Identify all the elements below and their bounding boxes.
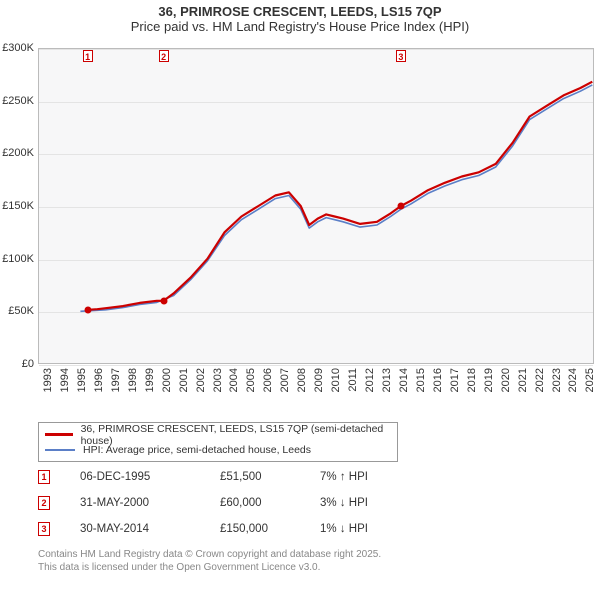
x-axis-label: 2017	[449, 368, 461, 392]
x-axis-label: 2019	[483, 368, 495, 392]
footer-line2: This data is licensed under the Open Gov…	[38, 561, 381, 574]
y-axis-label: £200K	[2, 147, 34, 159]
x-axis-label: 2008	[296, 368, 308, 392]
x-axis-label: 2001	[178, 368, 190, 392]
x-axis-label: 2021	[517, 368, 529, 392]
x-axis-label: 1995	[76, 368, 88, 392]
sale-point	[84, 306, 91, 313]
x-axis-label: 2018	[466, 368, 478, 392]
sale-date: 06-DEC-1995	[80, 471, 220, 483]
sale-date: 31-MAY-2000	[80, 497, 220, 509]
x-axis-label: 2002	[195, 368, 207, 392]
x-axis-label: 1997	[110, 368, 122, 392]
x-axis-label: 2009	[313, 368, 325, 392]
x-axis-label: 2013	[381, 368, 393, 392]
sale-marker: 3	[396, 50, 406, 62]
x-axis-label: 2023	[551, 368, 563, 392]
x-axis-label: 2005	[245, 368, 257, 392]
y-axis-label: £250K	[2, 95, 34, 107]
x-axis-label: 2024	[567, 368, 579, 392]
y-axis-label: £0	[22, 358, 34, 370]
sale-marker: 2	[159, 50, 169, 62]
y-axis-label: £100K	[2, 253, 34, 265]
x-axis-label: 2016	[432, 368, 444, 392]
legend-swatch	[45, 433, 73, 436]
footer: Contains HM Land Registry data © Crown c…	[38, 548, 381, 574]
sale-point	[397, 203, 404, 210]
x-axis-label: 2010	[330, 368, 342, 392]
sale-point	[160, 297, 167, 304]
chart-svg	[38, 48, 594, 364]
legend-item: 36, PRIMROSE CRESCENT, LEEDS, LS15 7QP (…	[45, 427, 391, 442]
series-line	[88, 82, 593, 310]
x-axis-label: 2022	[534, 368, 546, 392]
legend: 36, PRIMROSE CRESCENT, LEEDS, LS15 7QP (…	[38, 422, 398, 462]
title-block: 36, PRIMROSE CRESCENT, LEEDS, LS15 7QP P…	[0, 0, 600, 34]
x-axis-label: 2014	[398, 368, 410, 392]
x-axis-label: 2007	[279, 368, 291, 392]
x-axis-label: 2025	[584, 368, 596, 392]
x-axis-label: 2003	[212, 368, 224, 392]
footer-line1: Contains HM Land Registry data © Crown c…	[38, 548, 381, 561]
sale-row: 1 06-DEC-1995£51,5007% ↑ HPI	[38, 464, 420, 490]
x-axis-label: 2020	[500, 368, 512, 392]
chart-container: 36, PRIMROSE CRESCENT, LEEDS, LS15 7QP P…	[0, 0, 600, 590]
x-axis-label: 2006	[262, 368, 274, 392]
sale-date: 30-MAY-2014	[80, 523, 220, 535]
legend-label: HPI: Average price, semi-detached house,…	[83, 444, 311, 456]
sale-pct: 1% ↓ HPI	[320, 523, 420, 535]
legend-swatch	[45, 449, 75, 451]
sale-marker: 1	[83, 50, 93, 62]
x-axis-label: 2011	[347, 368, 359, 392]
x-axis-label: 2012	[364, 368, 376, 392]
y-axis-label: £50K	[8, 305, 34, 317]
sale-pct: 7% ↑ HPI	[320, 471, 420, 483]
x-axis-label: 1993	[42, 368, 54, 392]
x-axis-label: 1994	[59, 368, 71, 392]
x-axis-label: 2000	[161, 368, 173, 392]
sale-price: £60,000	[220, 497, 320, 509]
y-axis-label: £150K	[2, 200, 34, 212]
sale-price: £150,000	[220, 523, 320, 535]
sale-row: 3 30-MAY-2014£150,0001% ↓ HPI	[38, 516, 420, 542]
title-line2: Price paid vs. HM Land Registry's House …	[0, 19, 600, 34]
series-line	[80, 85, 592, 311]
sale-row: 2 31-MAY-2000£60,0003% ↓ HPI	[38, 490, 420, 516]
sale-row-marker: 1	[38, 470, 50, 484]
x-axis-label: 1999	[144, 368, 156, 392]
sale-row-marker: 3	[38, 522, 50, 536]
y-axis-label: £300K	[2, 42, 34, 54]
x-axis-label: 2004	[228, 368, 240, 392]
gridline-h	[39, 365, 593, 366]
x-axis-label: 2015	[415, 368, 427, 392]
sale-price: £51,500	[220, 471, 320, 483]
sale-row-marker: 2	[38, 496, 50, 510]
sale-pct: 3% ↓ HPI	[320, 497, 420, 509]
chart-area: £0£50K£100K£150K£200K£250K£300K199319941…	[38, 48, 594, 388]
x-axis-label: 1996	[93, 368, 105, 392]
sales-table: 106-DEC-1995£51,5007% ↑ HPI231-MAY-2000£…	[38, 464, 420, 542]
x-axis-label: 1998	[127, 368, 139, 392]
title-line1: 36, PRIMROSE CRESCENT, LEEDS, LS15 7QP	[0, 4, 600, 19]
